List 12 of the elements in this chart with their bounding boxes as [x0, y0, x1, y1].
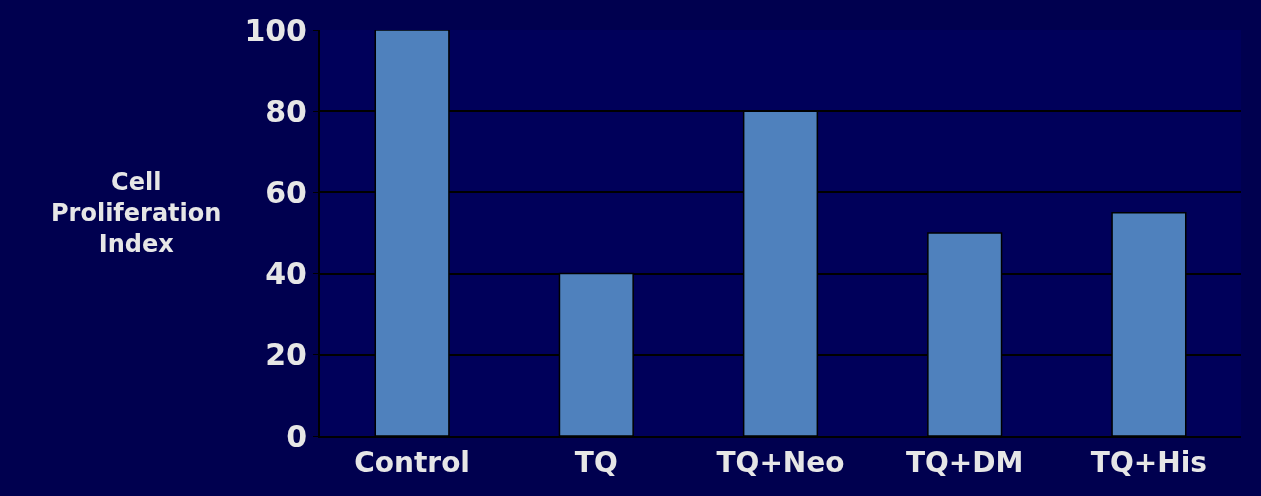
x-tick-label: TQ: [574, 445, 618, 479]
y-tick-label: 20: [265, 337, 307, 373]
x-tick-label: TQ+Neo: [716, 445, 845, 479]
x-tick-label: TQ+DM: [905, 445, 1024, 479]
y-tick-label: 100: [244, 12, 307, 48]
y-tick-label: 60: [265, 174, 307, 210]
x-tick-label: Control: [354, 445, 470, 479]
y-tick-label: 40: [265, 256, 307, 292]
y-tick-label: 80: [265, 93, 307, 129]
y-tick-label: 0: [286, 418, 307, 454]
y-axis-title: Cell Proliferation Index: [51, 168, 222, 259]
x-tick-label: TQ+His: [1090, 445, 1207, 479]
